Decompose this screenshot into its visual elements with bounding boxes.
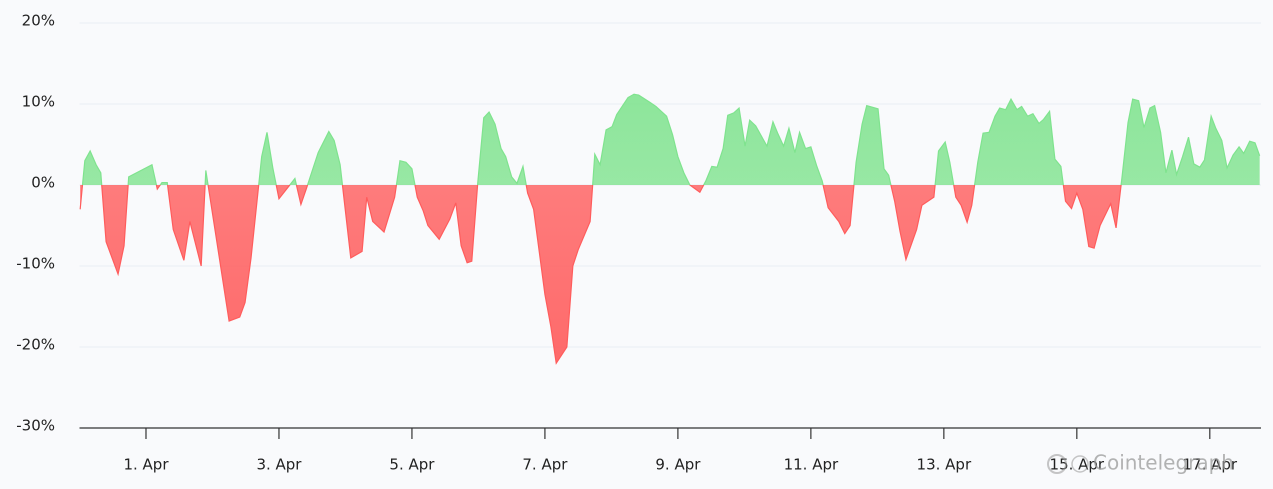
x-tick-label: 11. Apr [784, 456, 839, 474]
watermark-logo [1047, 454, 1089, 474]
y-tick-label: -30% [16, 417, 55, 435]
area-line [79, 93, 1261, 365]
x-tick-label: 7. Apr [522, 456, 568, 474]
y-tick-label: 0% [31, 174, 55, 192]
x-tick-label: 3. Apr [256, 456, 302, 474]
y-tick-label: -20% [16, 336, 55, 354]
area-fill [80, 94, 1260, 364]
y-tick-label: 20% [22, 12, 55, 30]
x-tick-label: 17. Apr [1183, 456, 1238, 474]
y-tick-label: -10% [16, 255, 55, 273]
x-tick-label: 9. Apr [655, 456, 701, 474]
x-tick-label: 1. Apr [123, 456, 169, 474]
watermark-icon-dot [1071, 455, 1089, 473]
y-tick-label: 10% [22, 93, 55, 111]
watermark-icon [1047, 454, 1067, 474]
x-tick-label: 13. Apr [917, 456, 972, 474]
x-tick-label: 5. Apr [389, 456, 435, 474]
watermark: Cointelegraph [1093, 451, 1234, 475]
